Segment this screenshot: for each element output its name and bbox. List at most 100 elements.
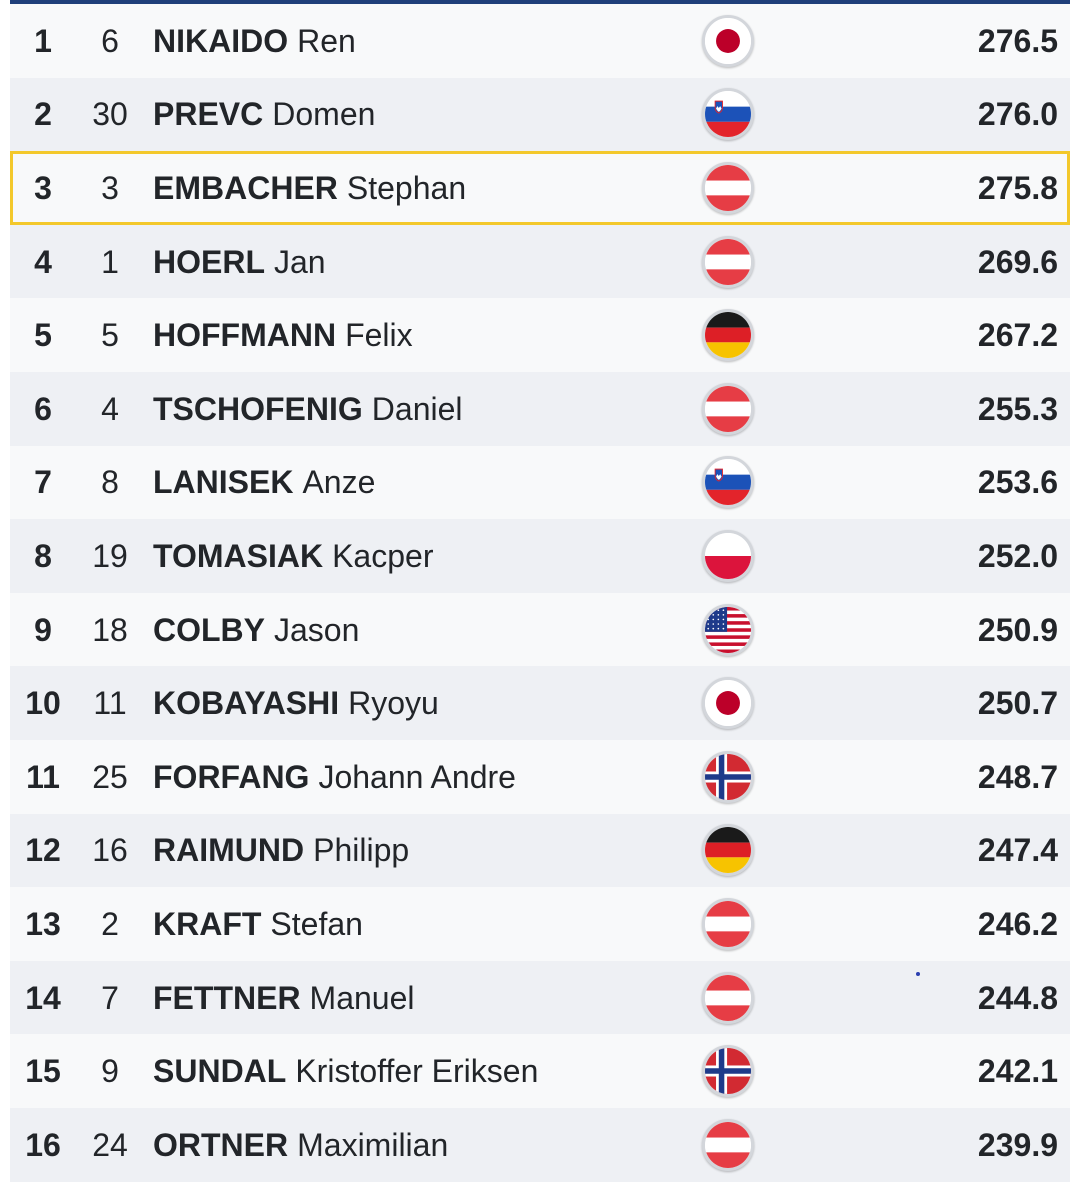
athlete-last-name: TSCHOFENIG	[153, 390, 363, 427]
athlete-first-name: Kacper	[332, 537, 434, 574]
athlete-name-cell[interactable]: LANISEK Anze	[153, 446, 375, 520]
germany-flag-icon	[702, 309, 754, 362]
athlete-name-cell[interactable]: EMBACHER Stephan	[153, 151, 466, 225]
athlete-first-name: Johann Andre	[318, 758, 516, 795]
table-row[interactable]: 8 19 TOMASIAK Kacper 252.0	[10, 519, 1070, 593]
points-cell: 239.9	[977, 1126, 1058, 1163]
rank-cell: 7	[34, 464, 52, 501]
table-top-rule	[10, 0, 1070, 4]
norway-flag-icon	[702, 1045, 754, 1098]
table-row[interactable]: 13 2 KRAFT Stefan 246.2	[10, 887, 1070, 961]
points-cell: 252.0	[977, 537, 1058, 574]
athlete-name-cell[interactable]: TSCHOFENIG Daniel	[153, 372, 463, 446]
athlete-first-name: Ren	[297, 22, 356, 59]
points-cell: 276.0	[977, 96, 1058, 133]
bib-cell: 2	[101, 905, 119, 942]
table-row[interactable]: 6 4 TSCHOFENIG Daniel 255.3	[10, 371, 1070, 446]
athlete-first-name: Maximilian	[297, 1126, 449, 1163]
rank-cell: 3	[34, 169, 52, 206]
athlete-last-name: KOBAYASHI	[153, 685, 340, 722]
points-cell: 275.8	[977, 169, 1058, 206]
bib-cell: 25	[92, 758, 128, 795]
rank-cell: 16	[25, 1126, 61, 1163]
athlete-name-cell[interactable]: HOFFMANN Felix	[153, 298, 413, 372]
germany-flag-icon	[702, 824, 754, 877]
bib-cell: 5	[101, 317, 119, 354]
table-row[interactable]: 7 8 LANISEK Anze 253.6	[10, 445, 1070, 520]
athlete-name-cell[interactable]: SUNDAL Kristoffer Eriksen	[153, 1034, 538, 1108]
points-cell: 269.6	[977, 243, 1058, 280]
japan-flag-icon	[702, 677, 754, 730]
table-row[interactable]: 10 11 KOBAYASHI Ryoyu 250.7	[10, 666, 1070, 740]
table-row[interactable]: 12 16 RAIMUND Philipp 247.4	[10, 813, 1070, 888]
athlete-name-cell[interactable]: HOERL Jan	[153, 225, 326, 299]
athlete-name-cell[interactable]: FORFANG Johann Andre	[153, 740, 516, 814]
athlete-last-name: FORFANG	[153, 758, 310, 795]
table-row[interactable]: 14 7 FETTNER Manuel 244.8	[10, 960, 1070, 1035]
athlete-last-name: EMBACHER	[153, 169, 338, 206]
table-row[interactable]: 2 30 PREVC Domen 276.0	[10, 77, 1070, 152]
bib-cell: 8	[101, 464, 119, 501]
bib-cell: 9	[101, 1053, 119, 1090]
bib-cell: 7	[101, 979, 119, 1016]
austria-flag-icon	[702, 161, 754, 214]
table-row[interactable]: 11 25 FORFANG Johann Andre 248.7	[10, 739, 1070, 814]
points-cell: 248.7	[977, 758, 1058, 795]
athlete-name-cell[interactable]: FETTNER Manuel	[153, 961, 415, 1035]
bib-cell: 24	[92, 1126, 128, 1163]
athlete-name-cell[interactable]: RAIMUND Philipp	[153, 814, 409, 888]
points-cell: 250.9	[977, 611, 1058, 648]
slovenia-flag-icon	[702, 456, 754, 509]
points-cell: 247.4	[977, 832, 1058, 869]
athlete-first-name: Felix	[345, 317, 413, 354]
athlete-last-name: RAIMUND	[153, 832, 305, 869]
athlete-first-name: Kristoffer Eriksen	[295, 1053, 539, 1090]
points-cell: 253.6	[977, 464, 1058, 501]
athlete-first-name: Ryoyu	[348, 685, 439, 722]
rank-cell: 4	[34, 243, 52, 280]
athlete-last-name: HOFFMANN	[153, 317, 337, 354]
athlete-name-cell[interactable]: KRAFT Stefan	[153, 887, 363, 961]
athlete-name-cell[interactable]: KOBAYASHI Ryoyu	[153, 666, 439, 740]
bib-cell: 3	[101, 169, 119, 206]
rank-cell: 2	[34, 96, 52, 133]
rank-cell: 14	[25, 979, 61, 1016]
athlete-name-cell[interactable]: TOMASIAK Kacper	[153, 519, 433, 593]
athlete-first-name: Stefan	[270, 905, 363, 942]
athlete-last-name: SUNDAL	[153, 1053, 287, 1090]
rank-cell: 8	[34, 537, 52, 574]
table-row[interactable]: 5 5 HOFFMANN Felix 267.2	[10, 298, 1070, 372]
athlete-name-cell[interactable]: PREVC Domen	[153, 78, 375, 152]
bib-cell: 30	[92, 96, 128, 133]
table-row[interactable]: 3 3 EMBACHER Stephan 275.8	[10, 151, 1070, 225]
points-cell: 255.3	[977, 390, 1058, 427]
stray-dot	[916, 971, 920, 976]
points-cell: 250.7	[977, 685, 1058, 722]
athlete-first-name: Daniel	[371, 390, 463, 427]
athlete-first-name: Anze	[302, 464, 376, 501]
athlete-name-cell[interactable]: COLBY Jason	[153, 593, 359, 667]
slovenia-flag-icon	[702, 88, 754, 141]
athlete-name-cell[interactable]: NIKAIDO Ren	[153, 4, 356, 78]
bib-cell: 1	[101, 243, 119, 280]
table-row[interactable]: 15 9 SUNDAL Kristoffer Eriksen 242.1	[10, 1034, 1070, 1108]
table-row[interactable]: 4 1 HOERL Jan 269.6	[10, 224, 1070, 299]
athlete-last-name: FETTNER	[153, 979, 301, 1016]
rank-cell: 10	[25, 685, 61, 722]
athlete-last-name: HOERL	[153, 243, 265, 280]
athlete-last-name: KRAFT	[153, 905, 262, 942]
rank-cell: 5	[34, 317, 52, 354]
rank-cell: 13	[25, 905, 61, 942]
japan-flag-icon	[702, 14, 754, 67]
rank-cell: 9	[34, 611, 52, 648]
table-row[interactable]: 9 18 COLBY Jason 250.9	[10, 592, 1070, 667]
athlete-first-name: Jason	[274, 611, 360, 648]
athlete-name-cell[interactable]: ORTNER Maximilian	[153, 1108, 448, 1182]
bib-cell: 4	[101, 390, 119, 427]
athlete-last-name: ORTNER	[153, 1126, 289, 1163]
table-row[interactable]: 1 6 NIKAIDO Ren 276.5	[10, 4, 1070, 78]
athlete-first-name: Manuel	[309, 979, 415, 1016]
poland-flag-icon	[702, 529, 754, 582]
table-row[interactable]: 16 24 ORTNER Maximilian 239.9	[10, 1107, 1070, 1182]
austria-flag-icon	[702, 1118, 754, 1171]
